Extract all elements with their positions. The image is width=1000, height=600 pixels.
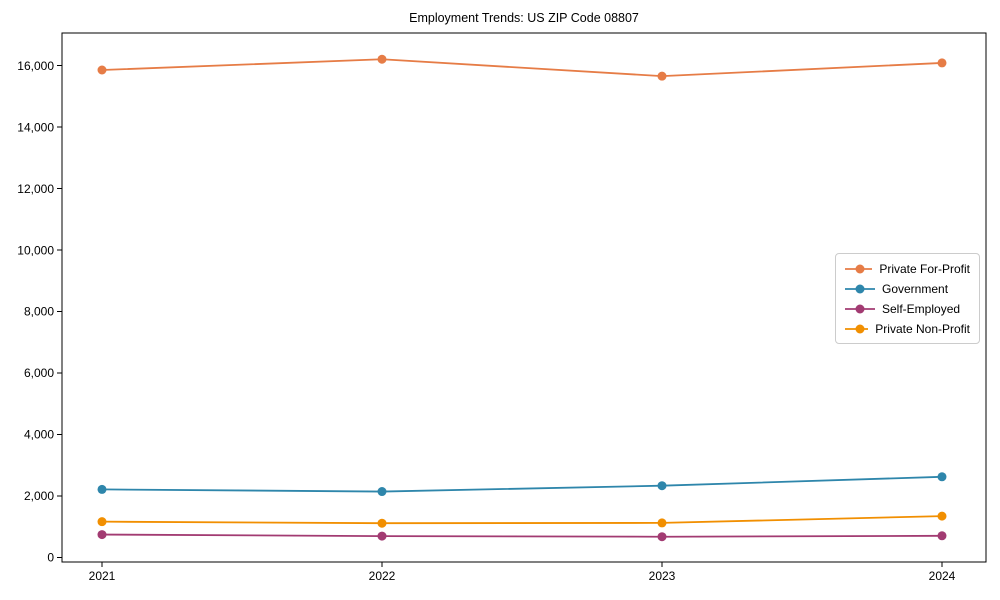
series-line (101, 475, 943, 493)
y-tick-label: 14,000 (17, 120, 54, 134)
data-point-marker (97, 517, 107, 527)
y-tick-label: 10,000 (17, 243, 54, 257)
legend-label: Government (882, 281, 949, 296)
data-point-marker (97, 65, 107, 75)
data-point-marker (937, 472, 947, 482)
legend-label: Private For-Profit (879, 261, 970, 276)
legend-item: Private Non-Profit (845, 321, 970, 336)
legend-label: Self-Employed (882, 301, 961, 316)
data-point-marker (97, 530, 107, 540)
legend-label: Private Non-Profit (875, 321, 970, 336)
legend-marker-icon (845, 324, 869, 333)
data-point-marker (377, 487, 387, 497)
chart-legend: Private For-Profit Government Self-Employe… (835, 253, 980, 344)
series-line (101, 515, 943, 525)
y-tick-label: 6,000 (24, 366, 54, 380)
legend-item: Self-Employed (845, 301, 970, 316)
axes-box (61, 32, 987, 563)
y-tick-label: 0 (47, 551, 54, 565)
data-point-marker (377, 531, 387, 541)
data-point-marker (97, 484, 107, 494)
legend-item: Government (845, 281, 970, 296)
legend-marker-icon (845, 264, 873, 273)
y-tick-label: 16,000 (17, 59, 54, 73)
chart-title: Employment Trends: US ZIP Code 08807 (409, 11, 639, 25)
data-point-marker (657, 518, 667, 528)
x-tick-label: 2021 (89, 569, 116, 583)
x-tick-label: 2024 (929, 569, 956, 583)
legend-marker-icon (845, 284, 875, 293)
legend-marker-icon (845, 304, 875, 313)
y-tick-label: 12,000 (17, 182, 54, 196)
data-point-marker (657, 71, 667, 81)
data-point-marker (657, 532, 667, 542)
data-point-marker (377, 518, 387, 528)
y-tick-label: 8,000 (24, 305, 54, 319)
x-tick-label: 2022 (369, 569, 396, 583)
x-tick-label: 2023 (649, 569, 676, 583)
data-point-marker (937, 58, 947, 68)
data-point-marker (937, 531, 947, 541)
data-point-marker (657, 481, 667, 491)
y-tick-label: 2,000 (24, 489, 54, 503)
y-tick-label: 4,000 (24, 428, 54, 442)
data-point-marker (377, 54, 387, 64)
data-point-marker (937, 511, 947, 521)
legend-item: Private For-Profit (845, 261, 970, 276)
series-line (101, 58, 943, 78)
series-line (101, 533, 943, 538)
